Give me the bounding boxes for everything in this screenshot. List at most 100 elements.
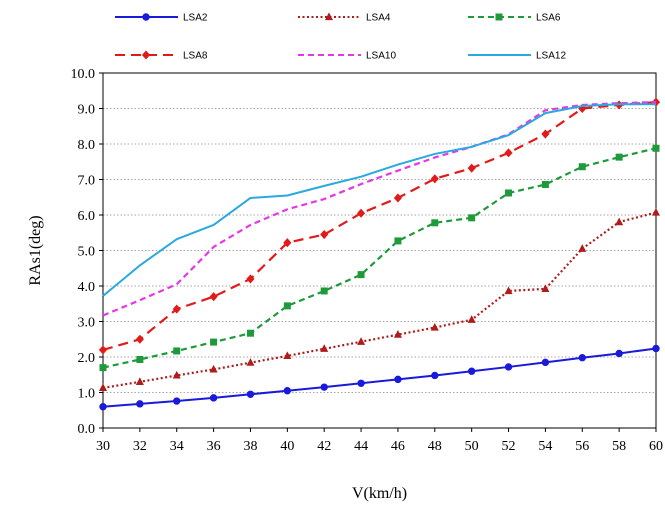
data-point	[615, 349, 623, 358]
x-tick-label: 44	[354, 439, 368, 454]
x-tick-label: 40	[280, 439, 294, 454]
data-point	[431, 219, 439, 227]
series-line	[102, 101, 657, 351]
legend-marker	[141, 50, 151, 60]
data-point	[320, 287, 328, 295]
x-tick-label: 36	[207, 439, 221, 454]
data-point	[99, 403, 107, 411]
data-point	[578, 354, 586, 362]
y-tick-label: 9.0	[78, 103, 96, 118]
series-line	[102, 147, 657, 369]
legend-item: LSA6	[468, 13, 561, 24]
data-point	[246, 390, 255, 398]
data-point	[283, 351, 292, 360]
x-axis-title: V(km/h)	[352, 485, 407, 502]
y-tick-label: 4.0	[78, 280, 96, 295]
data-point	[246, 274, 255, 284]
x-tick-label: 32	[133, 439, 147, 454]
data-point	[504, 286, 513, 295]
legend-label: LSA6	[536, 13, 561, 24]
series-line	[102, 211, 657, 389]
data-point	[651, 207, 661, 216]
x-tick-label: 58	[612, 439, 626, 454]
series-lsa12	[102, 103, 656, 297]
data-point	[652, 144, 660, 152]
data-point	[652, 344, 660, 353]
y-tick-label: 10.0	[71, 67, 96, 82]
x-tick-label: 52	[502, 439, 516, 454]
data-point	[135, 334, 144, 344]
x-tick-label: 48	[428, 439, 442, 454]
x-tick-label: 56	[575, 439, 589, 454]
data-point	[136, 355, 144, 363]
data-point	[320, 383, 328, 391]
x-tick-label: 34	[170, 439, 184, 454]
series-lsa2	[99, 344, 660, 411]
y-tick-label: 8.0	[78, 138, 96, 153]
data-point	[283, 302, 291, 310]
series-line	[102, 103, 656, 297]
y-tick-label: 6.0	[78, 209, 96, 224]
data-point	[98, 345, 108, 355]
y-tick-label: 5.0	[78, 245, 96, 260]
data-point	[246, 329, 254, 337]
series-lsa8	[98, 97, 661, 355]
data-point	[504, 148, 513, 158]
legend-label: LSA12	[536, 51, 566, 62]
data-point	[209, 394, 218, 402]
y-tick-label: 1.0	[78, 387, 96, 402]
legend: LSA2 LSA4 LSA6 LSA8 LSA10 LSA12	[115, 12, 566, 62]
data-point	[541, 180, 549, 188]
legend-marker	[142, 13, 150, 21]
data-point	[578, 163, 586, 171]
series-line	[102, 347, 657, 408]
x-tick-label: 46	[391, 439, 405, 454]
y-tick-label: 0.0	[78, 422, 96, 437]
data-point	[430, 322, 439, 331]
data-point	[578, 244, 587, 252]
series-lsa4	[98, 207, 661, 391]
legend-item: LSA10	[298, 51, 396, 62]
data-point	[615, 217, 624, 226]
series-lsa10	[102, 101, 657, 317]
data-point	[430, 174, 439, 184]
data-point	[467, 367, 476, 375]
data-point	[505, 189, 513, 197]
x-tick-label: 38	[243, 439, 257, 454]
data-point	[393, 330, 402, 338]
data-point	[468, 214, 476, 222]
y-axis-ticks: 0.0 1.0 2.0 3.0 4.0 5.0 6.0 7.0 8.0 9.0 10.0	[71, 67, 103, 437]
data-point	[541, 358, 550, 367]
legend-item: LSA2	[115, 13, 208, 24]
data-point	[136, 400, 144, 408]
series-layer	[98, 97, 661, 411]
data-point	[320, 229, 329, 240]
y-tick-label: 3.0	[78, 316, 96, 331]
data-point	[283, 238, 292, 248]
legend-item: LSA12	[468, 51, 566, 62]
data-point	[541, 284, 550, 292]
y-tick-label: 7.0	[78, 174, 96, 189]
data-point	[356, 208, 366, 218]
legend-item: LSA8	[115, 50, 208, 62]
data-point	[173, 397, 181, 405]
legend-label: LSA4	[366, 13, 391, 24]
data-point	[99, 364, 107, 372]
legend-marker	[495, 13, 503, 21]
data-point	[98, 383, 108, 391]
legend-marker	[324, 12, 334, 21]
data-point	[172, 304, 181, 314]
data-point	[394, 237, 402, 245]
series-lsa6	[99, 144, 660, 372]
data-point	[394, 375, 402, 384]
data-point	[467, 315, 476, 323]
y-tick-label: 2.0	[78, 351, 96, 366]
y-axis-title: RAs1(deg)	[27, 215, 44, 285]
x-axis-ticks: 30 32 34 36 38 40 42 44 46 48 50 52 54 56 58 60	[96, 428, 663, 454]
data-point	[393, 193, 403, 203]
data-point	[210, 338, 218, 346]
data-point	[209, 364, 218, 373]
data-point	[504, 363, 513, 371]
x-tick-label: 54	[538, 439, 552, 454]
data-point	[135, 377, 144, 385]
